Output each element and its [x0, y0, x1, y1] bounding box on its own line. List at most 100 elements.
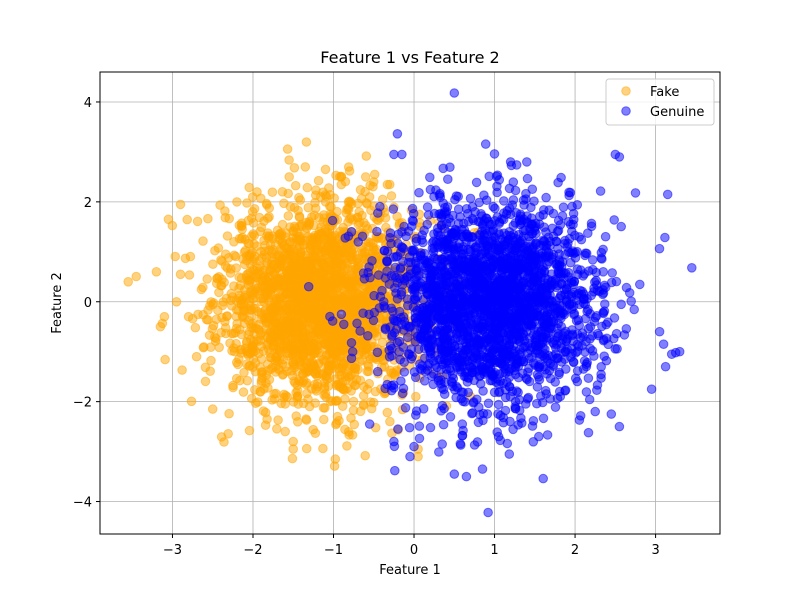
data-point-fake [290, 180, 301, 191]
data-point-fake [382, 407, 393, 418]
data-point-fake [250, 358, 261, 368]
data-point-genuine [566, 352, 576, 363]
data-point-fake [338, 384, 349, 395]
data-point-fake [280, 426, 291, 437]
data-point-fake [208, 259, 218, 270]
data-point-fake [284, 289, 295, 299]
data-point-fake [272, 356, 283, 367]
data-point-genuine [372, 347, 383, 358]
data-point-fake [255, 261, 265, 272]
data-point-genuine [340, 233, 351, 243]
data-point-fake [349, 303, 359, 314]
data-point-genuine [440, 202, 450, 213]
data-point-genuine [451, 230, 461, 241]
data-point-fake [256, 222, 267, 233]
data-point-genuine [567, 325, 577, 335]
data-point-fake [163, 214, 174, 225]
data-point-fake [131, 271, 141, 282]
data-point-genuine [474, 338, 485, 349]
data-point-genuine [513, 372, 524, 383]
data-point-genuine [436, 406, 446, 416]
data-point-genuine [563, 216, 574, 227]
data-point-genuine [562, 334, 573, 344]
data-point-genuine [477, 464, 488, 474]
data-point-genuine [527, 184, 538, 194]
data-point-genuine [459, 327, 470, 337]
data-point-genuine [417, 276, 427, 287]
data-point-fake [190, 322, 201, 333]
data-point-fake [219, 437, 229, 447]
data-point-genuine [386, 303, 397, 314]
data-point-genuine [423, 361, 433, 371]
data-point-genuine [577, 341, 587, 351]
data-point-genuine [539, 236, 550, 246]
data-point-genuine [453, 281, 464, 292]
data-point-genuine [508, 195, 519, 205]
data-point-genuine [353, 237, 364, 247]
data-point-genuine [303, 281, 314, 292]
data-point-genuine [612, 344, 622, 354]
data-point-fake [252, 241, 262, 251]
data-point-genuine [418, 309, 429, 320]
data-point-genuine [510, 354, 520, 365]
data-point-genuine [502, 438, 513, 449]
data-point-genuine [533, 372, 544, 382]
data-point-genuine [588, 264, 598, 275]
data-point-fake [276, 398, 287, 409]
data-point-genuine [405, 451, 415, 462]
data-point-genuine [425, 293, 436, 304]
data-point-genuine [384, 352, 395, 362]
data-point-genuine [477, 261, 488, 272]
data-point-genuine [510, 185, 521, 196]
data-point-genuine [347, 346, 358, 357]
data-point-fake [250, 385, 260, 395]
data-point-genuine [572, 366, 583, 376]
data-point-genuine [432, 240, 443, 250]
data-point-genuine [346, 227, 357, 237]
data-point-fake [252, 187, 262, 197]
data-point-fake [228, 382, 238, 393]
data-point-genuine [516, 218, 526, 228]
data-point-fake [392, 211, 402, 222]
data-point-fake [318, 403, 329, 413]
data-point-fake [360, 172, 371, 182]
data-point-genuine [500, 263, 510, 274]
data-point-genuine [457, 355, 467, 366]
data-point-genuine [465, 337, 476, 348]
data-point-fake [382, 179, 393, 190]
data-point-fake [239, 367, 249, 378]
data-point-fake [311, 239, 321, 250]
data-point-fake [240, 234, 250, 245]
data-point-genuine [399, 357, 410, 368]
data-point-fake [328, 274, 339, 285]
data-point-genuine [611, 276, 622, 287]
data-point-genuine [411, 236, 422, 247]
data-point-fake [203, 305, 213, 315]
data-point-fake [323, 298, 334, 309]
data-point-fake [320, 164, 331, 175]
data-point-genuine [571, 315, 582, 326]
data-point-genuine [609, 215, 620, 225]
data-point-fake [270, 239, 281, 250]
data-point-genuine [478, 386, 488, 396]
data-point-genuine [654, 243, 665, 254]
data-point-genuine [592, 380, 603, 390]
data-point-fake [307, 212, 317, 222]
data-point-genuine [450, 298, 461, 309]
data-point-genuine [556, 321, 567, 332]
data-point-fake [284, 172, 295, 182]
data-point-genuine [467, 408, 477, 419]
data-point-genuine [467, 285, 477, 296]
data-point-genuine [598, 244, 608, 255]
data-point-fake [332, 295, 343, 306]
data-point-fake [200, 376, 211, 387]
data-point-genuine [436, 315, 447, 326]
data-point-genuine [438, 384, 449, 395]
data-point-genuine [494, 379, 504, 390]
data-point-fake [272, 424, 282, 434]
data-point-fake [385, 416, 395, 427]
data-point-genuine [471, 350, 482, 361]
data-point-genuine [537, 248, 548, 258]
data-point-genuine [489, 149, 500, 159]
data-point-genuine [367, 256, 377, 266]
